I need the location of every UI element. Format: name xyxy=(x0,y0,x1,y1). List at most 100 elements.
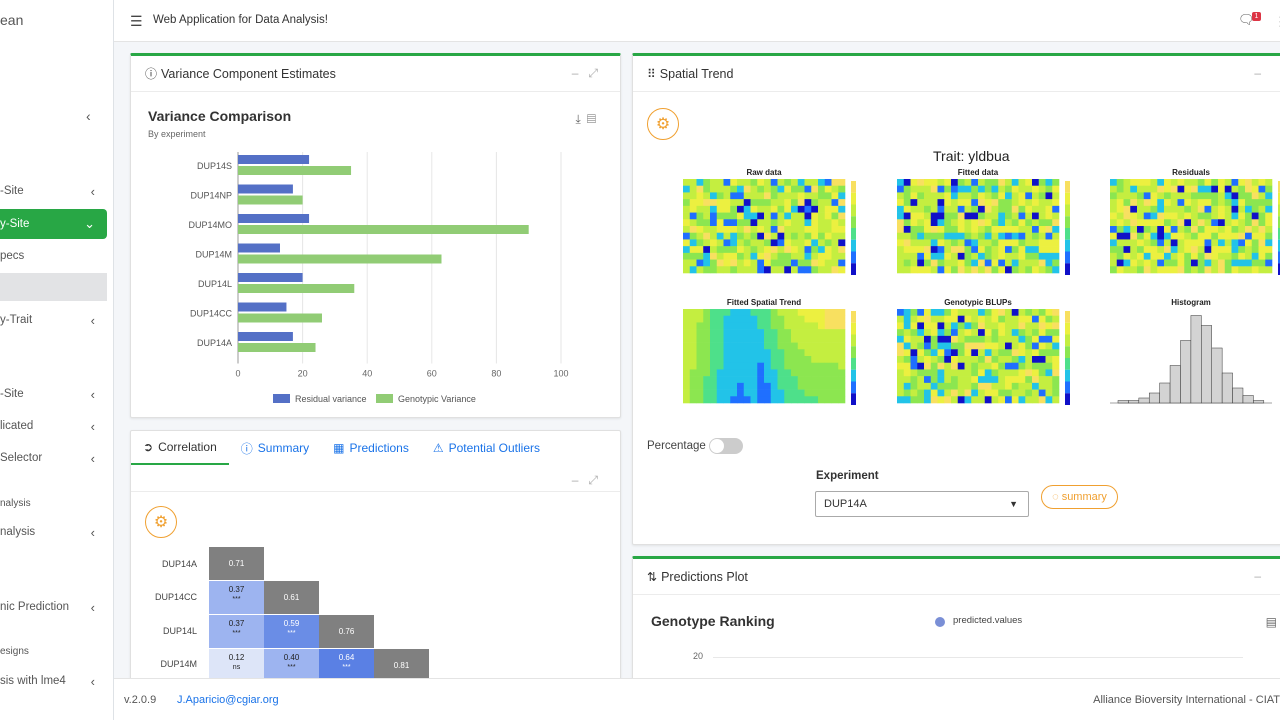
chevron-left-icon: ‹ xyxy=(90,312,95,328)
correlation-cell: 0.76 xyxy=(319,615,374,648)
tab-label: Correlation xyxy=(158,440,217,454)
histogram-bar xyxy=(1190,315,1202,404)
caret-down-icon: ▼ xyxy=(1009,499,1018,509)
summary-button[interactable]: ◌ summary xyxy=(1041,485,1118,509)
bar-genotypic[interactable] xyxy=(238,313,322,323)
sidebar-item-analysis-small[interactable]: nalysis xyxy=(0,490,107,516)
panel-title: Histogram xyxy=(1171,298,1211,307)
histogram-bar xyxy=(1148,392,1160,404)
sidebar-item-multi-trait[interactable]: y-Trait ‹ xyxy=(0,307,107,333)
correlation-cell: 0.64 *** xyxy=(319,649,374,682)
data-view-icon[interactable]: ▤ xyxy=(1265,615,1277,629)
panel-plot xyxy=(683,179,856,275)
minimize-icon[interactable]: – xyxy=(1254,66,1271,80)
arrow-circle-icon: ➲ xyxy=(143,440,154,454)
bar-genotypic[interactable] xyxy=(238,195,303,205)
x-tick-label: 0 xyxy=(235,369,240,379)
variance-card-title: Variance Component Estimates xyxy=(161,66,336,81)
correlation-cell: 0.59 *** xyxy=(264,615,319,648)
predictions-plot-card: ⇅ Predictions Plot – Genotype Ranking pr… xyxy=(632,556,1280,696)
minimize-icon[interactable]: – xyxy=(571,66,589,80)
bar-residual[interactable] xyxy=(238,155,310,164)
percentage-label: Percentage xyxy=(647,440,706,452)
sidebar-collapse-icon[interactable]: ‹ xyxy=(86,108,91,124)
minimize-icon[interactable]: – xyxy=(571,473,589,487)
summary-button-label: summary xyxy=(1061,491,1107,503)
sidebar-item-label: nalysis xyxy=(0,526,36,538)
sidebar-item-analysis[interactable]: nalysis ‹ xyxy=(0,519,107,545)
bar-residual[interactable] xyxy=(238,243,280,253)
bar-genotypic[interactable] xyxy=(238,343,316,352)
tab-label: Summary xyxy=(257,441,310,455)
sidebar-item-designs[interactable]: esigns xyxy=(0,638,107,664)
sidebar-item-replicated[interactable]: licated ‹ xyxy=(0,413,107,439)
sidebar-item-genomic-prediction[interactable]: nic Prediction ‹ xyxy=(0,594,107,620)
top-navbar: ☰ Web Application for Data Analysis! 🗨 1… xyxy=(114,0,1280,42)
bar-genotypic[interactable] xyxy=(238,225,529,234)
sidebar-item-single-site[interactable]: -Site ‹ xyxy=(0,178,107,204)
color-legend xyxy=(851,311,856,405)
percentage-toggle[interactable] xyxy=(709,438,743,454)
bar-genotypic[interactable] xyxy=(238,166,352,175)
sidebar-item-selected[interactable] xyxy=(0,273,107,301)
chevron-left-icon: ‹ xyxy=(90,673,95,689)
card-tools: –⤢ xyxy=(572,473,608,488)
expand-icon[interactable]: ⤢ xyxy=(588,473,608,487)
bar-residual[interactable] xyxy=(238,214,310,223)
bar-residual[interactable] xyxy=(238,332,293,341)
legend-swatch[interactable] xyxy=(273,394,290,403)
bar-genotypic[interactable] xyxy=(238,284,355,293)
predictions-card-header: ⇅ Predictions Plot – xyxy=(633,559,1280,595)
data-view-icon[interactable]: ▤ xyxy=(586,112,602,126)
significance-label: ns xyxy=(232,664,241,671)
minimize-icon[interactable]: – xyxy=(1254,569,1271,583)
sidebar-item-site[interactable]: -Site ‹ xyxy=(0,381,107,407)
sidebar-item-multi-site[interactable]: y-Site ⌄ xyxy=(0,209,107,239)
spatial-card-title: Spatial Trend xyxy=(659,66,734,81)
correlation-cell: 0.37 *** xyxy=(209,581,264,614)
legend-label[interactable]: Genotypic Variance xyxy=(398,394,476,404)
menu-toggle-icon[interactable]: ☰ xyxy=(130,13,143,29)
bar-genotypic[interactable] xyxy=(238,254,442,264)
spatial-card-header: ⠿ Spatial Trend – xyxy=(633,56,1280,92)
tab-predictions[interactable]: ▦ Predictions xyxy=(321,431,421,465)
legend-swatch[interactable] xyxy=(376,394,393,403)
legend-label[interactable]: Residual variance xyxy=(295,394,367,404)
tab-summary[interactable]: ⓘ Summary xyxy=(229,431,321,465)
comments-icon[interactable]: 🗨 xyxy=(1238,12,1255,27)
notification-badge: 1 xyxy=(1252,12,1261,21)
chevron-left-icon: ‹ xyxy=(90,418,95,434)
panel-plot xyxy=(1110,179,1280,275)
sidebar-item-selector[interactable]: Selector ‹ xyxy=(0,445,107,471)
x-tick-label: 80 xyxy=(491,369,501,379)
correlation-cell: 0.81 xyxy=(374,649,429,682)
email-link[interactable]: J.Aparicio@cgiar.org xyxy=(177,694,279,706)
bar-residual[interactable] xyxy=(238,184,293,194)
expand-icon[interactable]: ⤢ xyxy=(588,66,608,80)
settings-gear-button[interactable]: ⚙ xyxy=(647,108,679,140)
variance-card-header: ⓘ Variance Component Estimates –⤢ xyxy=(131,56,620,92)
bar-residual[interactable] xyxy=(238,302,287,312)
chart-title: Variance Comparison xyxy=(148,108,292,124)
corr-row-label: DUP14A xyxy=(161,559,197,569)
control-sidebar-icon[interactable]: ⋮ xyxy=(1274,14,1280,30)
histogram-bar xyxy=(1232,387,1244,404)
bar-residual[interactable] xyxy=(238,273,303,282)
table-icon: ▦ xyxy=(333,441,345,455)
panel-title: Fitted data xyxy=(957,168,999,177)
sidebar-item-label: -Site xyxy=(0,185,24,197)
footer: v.2.0.9 J.Aparicio@cgiar.org Alliance Bi… xyxy=(114,678,1280,720)
tab-potential-outliers[interactable]: ⚠ Potential Outliers xyxy=(421,431,552,465)
histogram-bar xyxy=(1128,400,1140,404)
color-legend xyxy=(1065,311,1070,405)
settings-gear-button[interactable]: ⚙ xyxy=(145,506,177,538)
download-icon[interactable]: ⤓ xyxy=(575,112,587,126)
sidebar-item-label: pecs xyxy=(0,250,25,262)
panel-title: Residuals xyxy=(1172,168,1210,177)
sidebar-item-specs[interactable]: pecs xyxy=(0,243,107,269)
tab-correlation[interactable]: ➲ Correlation xyxy=(131,431,229,465)
panel-plot xyxy=(897,309,1070,405)
experiment-select[interactable]: DUP14A ▼ xyxy=(815,491,1029,517)
sidebar-item-lme4[interactable]: sis with lme4 ‹ xyxy=(0,668,107,694)
tab-label: Predictions xyxy=(349,441,409,455)
